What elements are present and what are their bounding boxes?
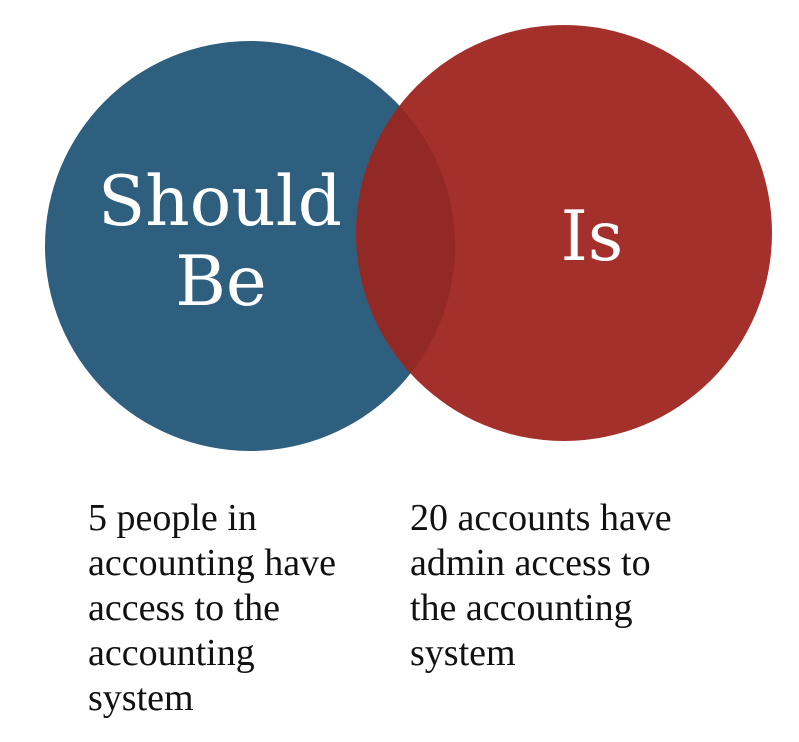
should-be-label-line-1: Should <box>98 162 342 242</box>
venn-diagram: Should Be Is <box>45 25 772 451</box>
should-be-caption-line: accounting <box>88 632 255 674</box>
should-be-label-line-2: Be <box>175 242 267 322</box>
should-be-caption-line: system <box>88 677 194 719</box>
is-label: Is <box>561 197 624 277</box>
should-be-caption-line: 5 people in <box>88 497 257 539</box>
is-caption-line: admin access to <box>410 542 651 584</box>
is-caption-line: the accounting <box>410 587 633 629</box>
is-caption: 20 accounts have admin access to the acc… <box>410 496 740 676</box>
should-be-circle <box>45 41 455 451</box>
is-caption-line: system <box>410 632 516 674</box>
should-be-caption-line: access to the <box>88 587 281 629</box>
should-be-caption: 5 people in accounting have access to th… <box>88 496 388 721</box>
is-caption-line: 20 accounts have <box>410 497 672 539</box>
is-circle <box>356 25 772 441</box>
should-be-caption-line: accounting have <box>88 542 336 584</box>
